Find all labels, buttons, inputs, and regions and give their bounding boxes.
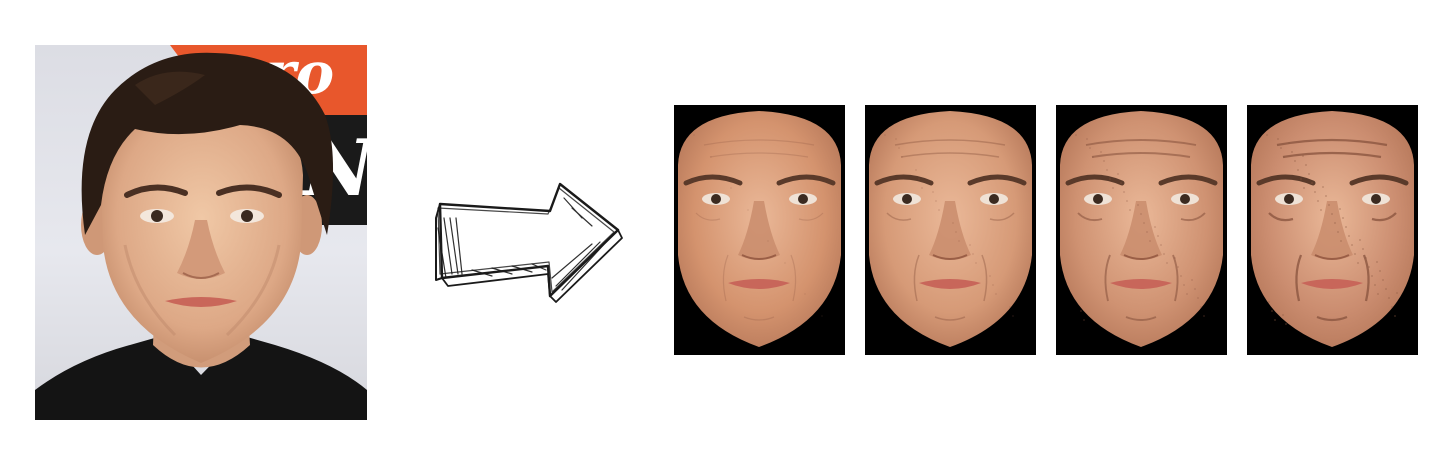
aged-face-2	[865, 105, 1036, 355]
hand-drawn-arrow-right-icon	[432, 178, 624, 303]
aged-face-1	[674, 105, 845, 355]
jacket	[35, 335, 367, 420]
aged-face-3	[1056, 105, 1227, 355]
face-svg	[1060, 111, 1223, 347]
aged-face-4	[1247, 105, 1418, 355]
face-svg	[678, 111, 841, 347]
face-svg	[869, 111, 1032, 347]
source-portrait-photo: ro NE	[35, 45, 367, 420]
hair	[81, 52, 334, 235]
face-svg	[1251, 111, 1414, 347]
